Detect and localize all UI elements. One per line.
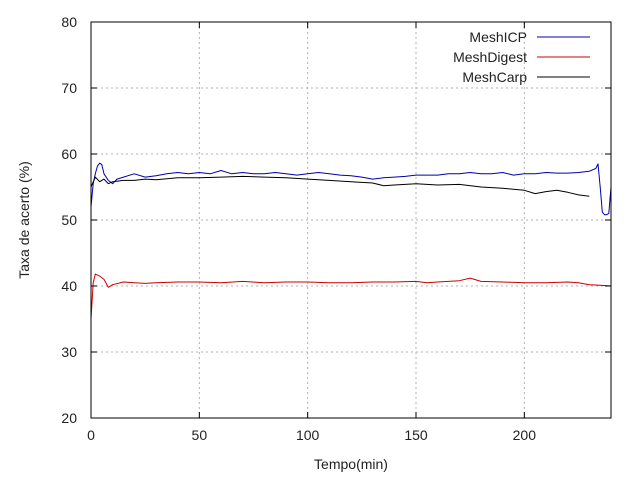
legend-label: MeshCarp — [462, 69, 527, 85]
series-line-meshicp — [90, 162, 612, 216]
x-tick-labels: 0 50 100 150 200 — [87, 427, 536, 443]
legend: MeshICP MeshDigest MeshCarp — [453, 29, 590, 85]
legend-label: MeshDigest — [453, 49, 527, 65]
y-tick-label: 20 — [61, 410, 77, 426]
x-tick-label: 50 — [192, 427, 208, 443]
y-tick-labels: 20 30 40 50 60 70 80 — [61, 14, 77, 426]
x-tick-label: 0 — [87, 427, 95, 443]
legend-label: MeshICP — [469, 29, 527, 45]
series-line-meshcarp — [90, 175, 590, 197]
series-line-meshdigest — [90, 273, 612, 320]
series-lines — [90, 162, 612, 320]
x-tick-label: 100 — [296, 427, 320, 443]
x-axis-title: Tempo(min) — [314, 456, 388, 472]
y-tick-label: 80 — [61, 14, 77, 30]
y-axis-title: Taxa de acerto (%) — [16, 161, 32, 279]
axis-ticks — [90, 21, 611, 419]
y-tick-label: 70 — [61, 80, 77, 96]
y-tick-label: 50 — [61, 212, 77, 228]
grid — [91, 22, 611, 418]
x-tick-label: 150 — [404, 427, 428, 443]
x-tick-label: 200 — [513, 427, 537, 443]
y-tick-label: 40 — [61, 278, 77, 294]
y-tick-label: 30 — [61, 344, 77, 360]
y-tick-label: 60 — [61, 146, 77, 162]
